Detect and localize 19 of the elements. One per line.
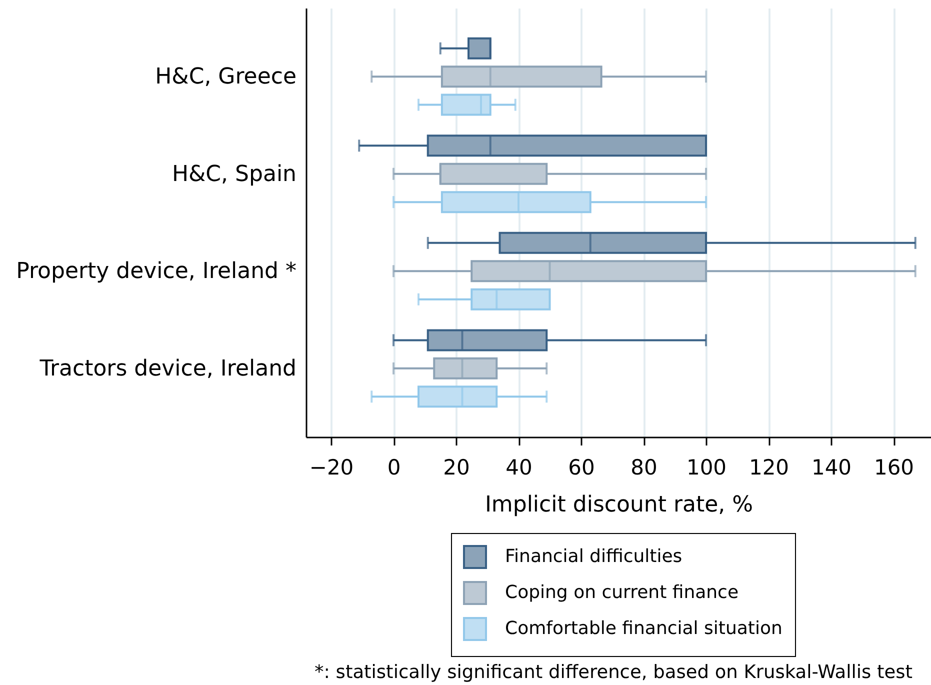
x-tick-label: 80 — [630, 456, 658, 480]
x-tick-label: 40 — [506, 456, 532, 480]
x-axis-title: Implicit discount rate, % — [484, 492, 754, 518]
text: *: statistically significant difference, based on Kruskal-Wallis test — [314, 662, 913, 683]
x-tick-label: 0 — [387, 456, 401, 480]
legend-label: Financial difficulties — [505, 546, 682, 567]
y-tick-label: Property device, Ireland * — [16, 259, 296, 284]
x-tick-label: 20 — [443, 456, 470, 480]
x-tick-label: 120 — [748, 456, 790, 480]
x-tick-label: 100 — [686, 456, 727, 480]
y-tick-label: H&C, Greece — [155, 64, 296, 90]
x-tick-label: 160 — [874, 456, 914, 480]
y-tick-label: H&C, Spain — [172, 162, 296, 187]
legend-label: Coping on current finance — [505, 582, 739, 603]
x-tick-label: 140 — [811, 456, 852, 480]
x-tick-label: 60 — [568, 456, 595, 480]
x-tick-label: −20 — [309, 456, 354, 480]
legend-label: Comfortable financial situation — [505, 618, 782, 639]
y-tick-label: Tractors device, Ireland — [38, 356, 296, 382]
